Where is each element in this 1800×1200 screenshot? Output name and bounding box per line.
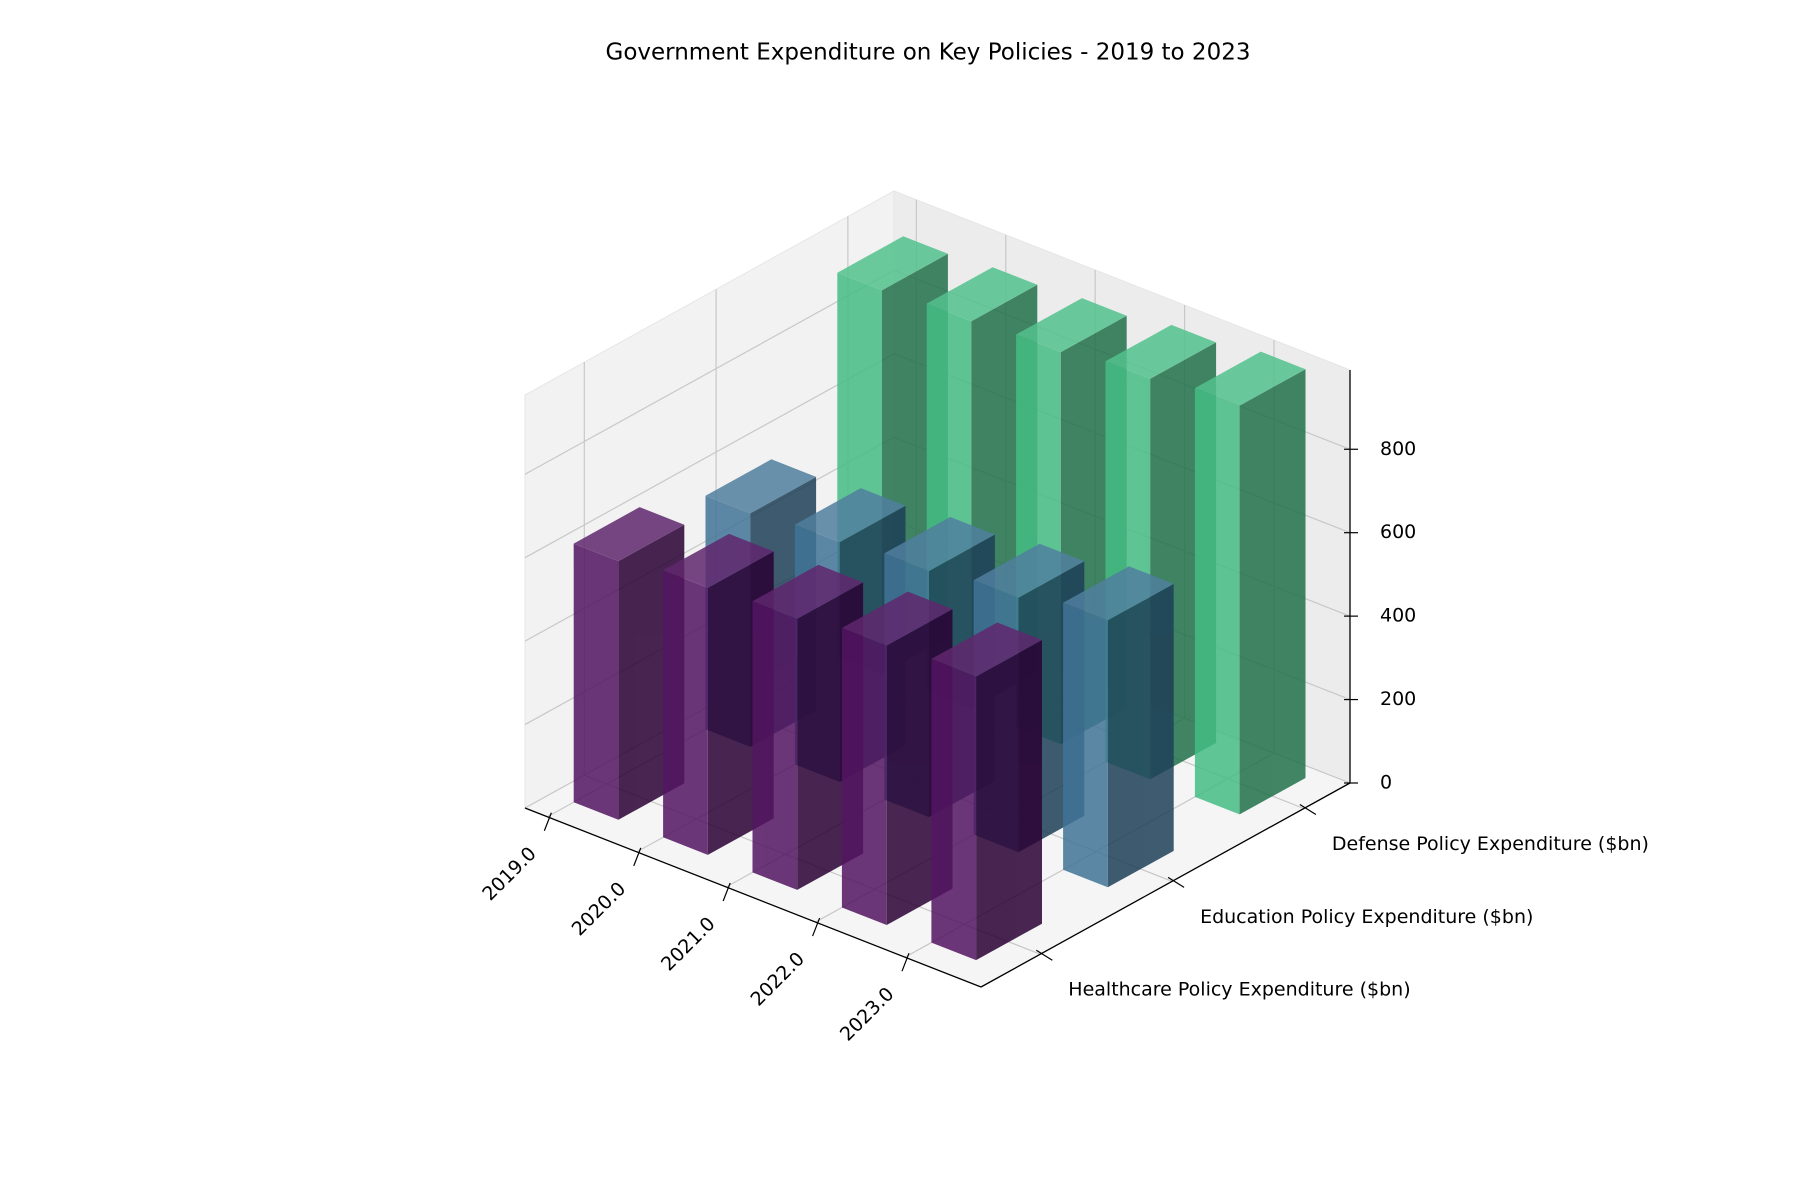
y-axis [980, 782, 1351, 988]
x-tick-label: 2020.0 [568, 878, 631, 941]
bar [1063, 566, 1174, 888]
bar-face [573, 543, 619, 820]
bar-face [931, 622, 1042, 677]
bar-face [663, 533, 774, 588]
bar-face [973, 543, 1085, 598]
bar-face [1194, 388, 1240, 815]
z-tick-label: 800 [1380, 438, 1416, 460]
x-tick [722, 882, 731, 902]
x-tick-label: 2023.0 [836, 983, 899, 1046]
bar-face [1105, 324, 1217, 379]
chart-title: Government Expenditure on Key Policies -… [606, 40, 1251, 66]
bar-face [1016, 298, 1127, 353]
x-tick-label: 2022.0 [746, 948, 809, 1011]
bar-face [837, 236, 948, 291]
grid-line [524, 353, 895, 559]
z-tick-label: 200 [1380, 688, 1416, 710]
x-tick [633, 847, 642, 867]
y-tick [1299, 803, 1317, 816]
bar-face [976, 640, 1042, 961]
bar-face [573, 507, 685, 562]
x-tick-label: 2021.0 [657, 913, 720, 976]
x-axis [524, 807, 982, 988]
x-tick [812, 917, 821, 937]
z-tick-label: 0 [1380, 772, 1392, 794]
bar-face [1063, 602, 1108, 888]
bar-face [752, 601, 798, 890]
bar [1194, 351, 1306, 815]
z-tick-label: 600 [1380, 521, 1416, 543]
x-tick [543, 812, 552, 831]
x-tick [901, 952, 910, 972]
y-tick-label: Defense Policy Expenditure ($bn) [1332, 833, 1649, 855]
y-tick-label: Healthcare Policy Expenditure ($bn) [1068, 979, 1410, 1001]
bar-face [926, 267, 1038, 322]
bar-face [663, 570, 708, 855]
bar-face [841, 628, 887, 925]
bar-face [752, 564, 864, 619]
y-tick [1035, 949, 1053, 961]
bar-face [931, 658, 977, 961]
bar-face [705, 459, 817, 514]
x-tick-label: 2019.0 [478, 843, 541, 906]
bar-face [884, 517, 995, 571]
bar [931, 622, 1042, 961]
grid-line [524, 269, 895, 475]
bar-face [1239, 369, 1306, 815]
bar-face [794, 488, 906, 543]
bar-face [1063, 566, 1174, 621]
y-tick [1167, 876, 1185, 888]
bar-face [1194, 351, 1306, 406]
bar-face [841, 591, 953, 646]
y-tick-label: Education Policy Expenditure ($bn) [1200, 906, 1533, 928]
z-tick-label: 400 [1380, 605, 1416, 627]
bar-face [1107, 583, 1174, 888]
